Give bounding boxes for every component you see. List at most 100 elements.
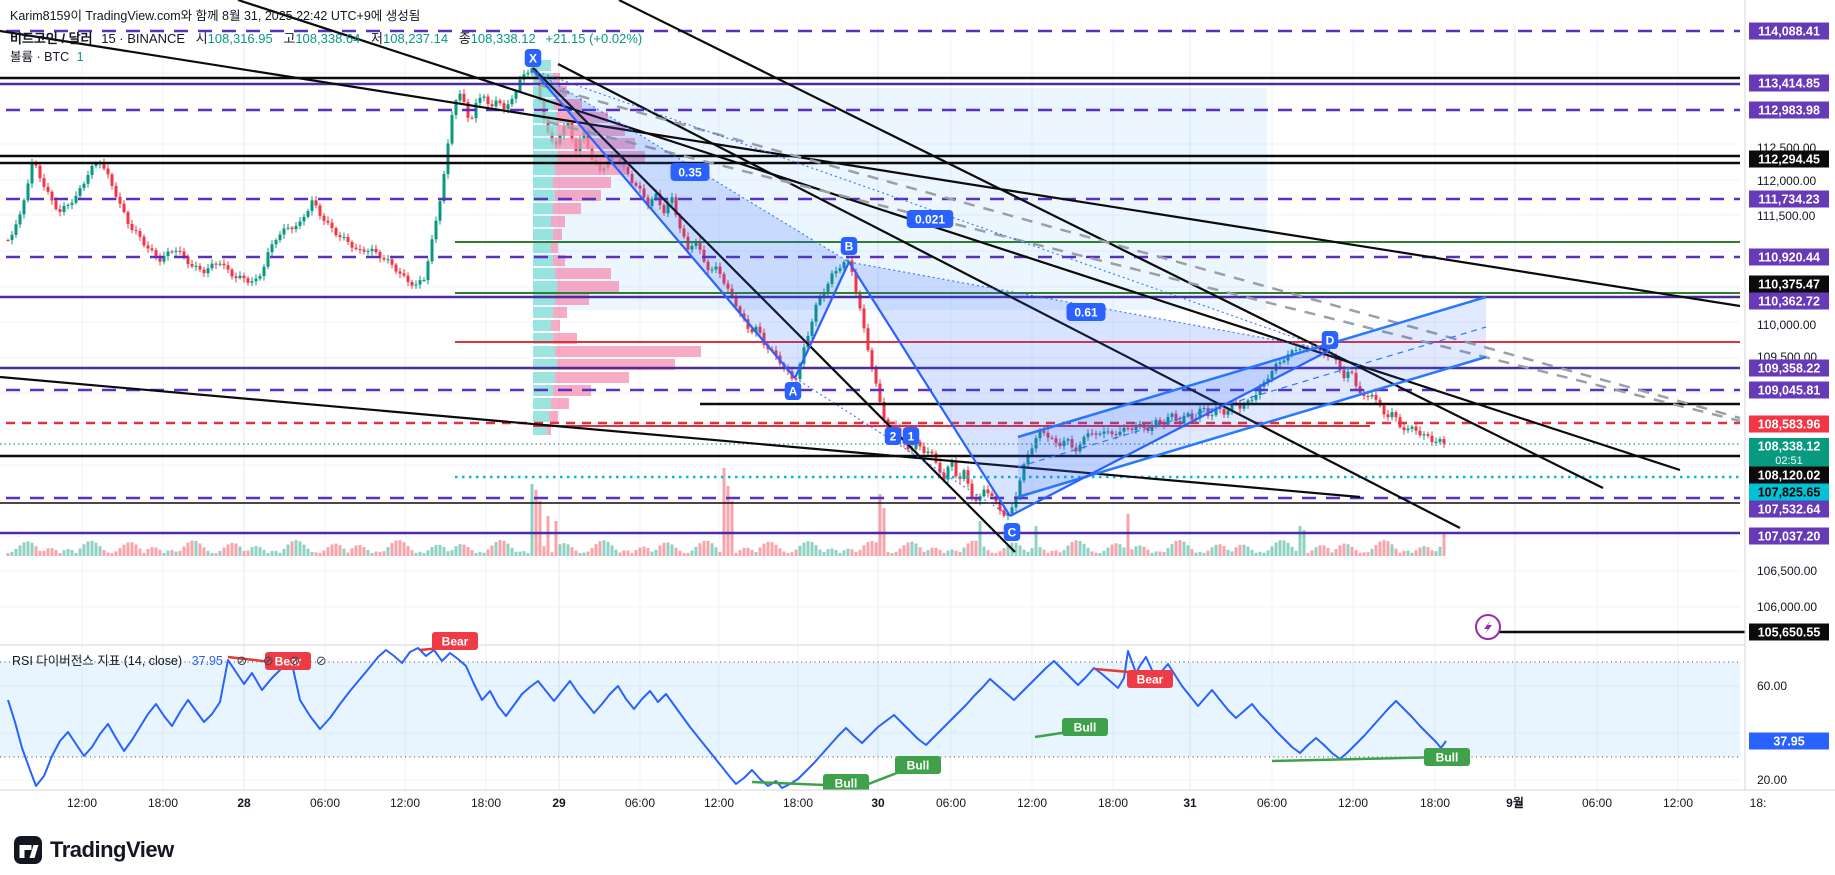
svg-text:106,500.00: 106,500.00 bbox=[1757, 564, 1817, 578]
close-value: 108,338.12 bbox=[470, 31, 536, 46]
svg-text:110,375.47: 110,375.47 bbox=[1758, 278, 1820, 292]
svg-text:Bull: Bull bbox=[1074, 721, 1097, 735]
svg-text:108,338.12: 108,338.12 bbox=[1758, 440, 1821, 454]
svg-text:Bull: Bull bbox=[1436, 751, 1459, 765]
svg-text:06:00: 06:00 bbox=[625, 796, 655, 810]
svg-text:Bear: Bear bbox=[1137, 673, 1164, 687]
svg-text:A: A bbox=[789, 385, 798, 399]
rsi-hidden-icons[interactable]: ⊘ ⊘ ⊘ ⊘ bbox=[236, 653, 333, 668]
svg-text:60.00: 60.00 bbox=[1757, 679, 1787, 693]
tradingview-logo[interactable]: TradingView bbox=[14, 836, 174, 864]
svg-text:109,358.22: 109,358.22 bbox=[1758, 362, 1821, 376]
change-value: +21.15 (+0.02%) bbox=[545, 31, 643, 46]
svg-text:18:00: 18:00 bbox=[1098, 796, 1128, 810]
time-axis[interactable]: 12:00 18:00 28 06:00 12:00 18:00 29 06:00 12:00 1… bbox=[0, 789, 1835, 875]
close-label: 종 bbox=[458, 31, 471, 46]
tradingview-logo-text: TradingView bbox=[50, 837, 174, 862]
svg-text:28: 28 bbox=[237, 796, 251, 810]
svg-text:106,000.00: 106,000.00 bbox=[1757, 600, 1817, 614]
svg-text:D: D bbox=[1326, 334, 1335, 348]
svg-text:18:00: 18:00 bbox=[471, 796, 501, 810]
tradingview-logo-icon bbox=[14, 836, 42, 864]
rsi-value: 37.95 bbox=[191, 654, 223, 668]
svg-text:1: 1 bbox=[908, 430, 915, 444]
svg-text:107,825.65: 107,825.65 bbox=[1758, 486, 1821, 500]
svg-text:06:00: 06:00 bbox=[310, 796, 340, 810]
trend-lines bbox=[0, 0, 1741, 553]
svg-text:111,500.00: 111,500.00 bbox=[1757, 209, 1816, 223]
symbol-name[interactable]: 비트코인 / 달러 bbox=[10, 31, 93, 46]
svg-text:0.021: 0.021 bbox=[915, 213, 945, 227]
svg-text:111,734.23: 111,734.23 bbox=[1758, 193, 1819, 207]
svg-text:Bull: Bull bbox=[835, 777, 858, 791]
open-label: 시 bbox=[195, 31, 208, 46]
svg-text:12:00: 12:00 bbox=[1338, 796, 1368, 810]
svg-text:37.95: 37.95 bbox=[1773, 735, 1804, 749]
svg-text:30: 30 bbox=[871, 796, 885, 810]
svg-text:110,920.44: 110,920.44 bbox=[1758, 251, 1820, 265]
svg-text:C: C bbox=[1008, 526, 1017, 540]
svg-text:Bull: Bull bbox=[907, 759, 930, 773]
svg-text:112,294.45: 112,294.45 bbox=[1758, 153, 1820, 167]
svg-text:0.35: 0.35 bbox=[678, 166, 702, 180]
grid-lines bbox=[0, 26, 1740, 790]
svg-text:20.00: 20.00 bbox=[1757, 773, 1787, 787]
high-label: 고 bbox=[283, 31, 296, 46]
price-axis[interactable]: 112,500.00112,000.00111,500.00110,000.00… bbox=[1744, 0, 1835, 875]
svg-text:06:00: 06:00 bbox=[1257, 796, 1287, 810]
rsi-legend[interactable]: RSI 다이버전스 지표 (14, close) 37.95 ⊘ ⊘ ⊘ ⊘ bbox=[12, 650, 333, 669]
svg-text:2: 2 bbox=[890, 430, 897, 444]
svg-text:02:51: 02:51 bbox=[1775, 455, 1803, 467]
parallel-channel bbox=[1017, 295, 1487, 499]
svg-text:18:: 18: bbox=[1750, 796, 1767, 810]
symbol-legend[interactable]: 비트코인 / 달러 15 · BINANCE 시108,316.95 고108,… bbox=[10, 28, 642, 47]
volume-legend[interactable]: 볼륨 · BTC 1 bbox=[10, 46, 84, 65]
svg-text:110,362.72: 110,362.72 bbox=[1758, 295, 1820, 309]
svg-text:12:00: 12:00 bbox=[1663, 796, 1693, 810]
svg-text:12:00: 12:00 bbox=[67, 796, 97, 810]
pattern-labels: X A B C D 0.35 0.021 0.61 2 1 bbox=[524, 49, 1339, 541]
attribution-text: Karim8159이 TradingView.com와 함께 8월 31, 20… bbox=[10, 9, 421, 23]
svg-text:06:00: 06:00 bbox=[936, 796, 966, 810]
svg-text:108,583.96: 108,583.96 bbox=[1758, 418, 1821, 432]
rsi-pane: Bear Bear Bear Bull Bull Bull Bull bbox=[0, 632, 1835, 792]
volume-label[interactable]: 볼륨 · BTC bbox=[10, 50, 70, 64]
svg-text:112,983.98: 112,983.98 bbox=[1758, 104, 1820, 118]
alert-lightning-icon[interactable] bbox=[1475, 614, 1501, 640]
svg-text:Bear: Bear bbox=[275, 655, 302, 669]
svg-text:107,532.64: 107,532.64 bbox=[1758, 503, 1821, 517]
rsi-label[interactable]: RSI 다이버전스 지표 (14, close) bbox=[12, 654, 183, 668]
volume-histogram bbox=[6, 468, 1446, 556]
svg-text:18:00: 18:00 bbox=[148, 796, 178, 810]
svg-text:18:00: 18:00 bbox=[1420, 796, 1450, 810]
xabcd-pattern bbox=[532, 69, 1331, 517]
svg-text:18:00: 18:00 bbox=[783, 796, 813, 810]
svg-text:112,000.00: 112,000.00 bbox=[1757, 174, 1816, 188]
open-value: 108,316.95 bbox=[207, 31, 273, 46]
svg-text:107,037.20: 107,037.20 bbox=[1758, 530, 1821, 544]
symbol-meta[interactable]: 15 · BINANCE bbox=[101, 31, 186, 46]
svg-text:06:00: 06:00 bbox=[1582, 796, 1612, 810]
svg-text:31: 31 bbox=[1183, 796, 1197, 810]
svg-text:105,650.55: 105,650.55 bbox=[1758, 626, 1821, 640]
low-label: 저 bbox=[371, 31, 383, 46]
svg-text:114,088.41: 114,088.41 bbox=[1758, 25, 1820, 39]
svg-text:12:00: 12:00 bbox=[1017, 796, 1047, 810]
svg-text:108,120.02: 108,120.02 bbox=[1758, 469, 1821, 483]
svg-text:X: X bbox=[529, 52, 537, 66]
svg-text:113,414.85: 113,414.85 bbox=[1758, 77, 1820, 91]
svg-text:12:00: 12:00 bbox=[390, 796, 420, 810]
svg-text:B: B bbox=[845, 240, 854, 254]
svg-text:Bear: Bear bbox=[442, 635, 469, 649]
svg-text:0.61: 0.61 bbox=[1074, 306, 1098, 320]
svg-text:110,000.00: 110,000.00 bbox=[1757, 318, 1816, 332]
low-value: 108,237.14 bbox=[382, 31, 449, 46]
high-value: 108,338.64 bbox=[295, 31, 361, 46]
svg-text:109,045.81: 109,045.81 bbox=[1758, 384, 1821, 398]
svg-text:29: 29 bbox=[552, 796, 566, 810]
volume-value: 1 bbox=[76, 50, 84, 64]
svg-text:12:00: 12:00 bbox=[704, 796, 734, 810]
svg-text:9월: 9월 bbox=[1506, 795, 1524, 810]
